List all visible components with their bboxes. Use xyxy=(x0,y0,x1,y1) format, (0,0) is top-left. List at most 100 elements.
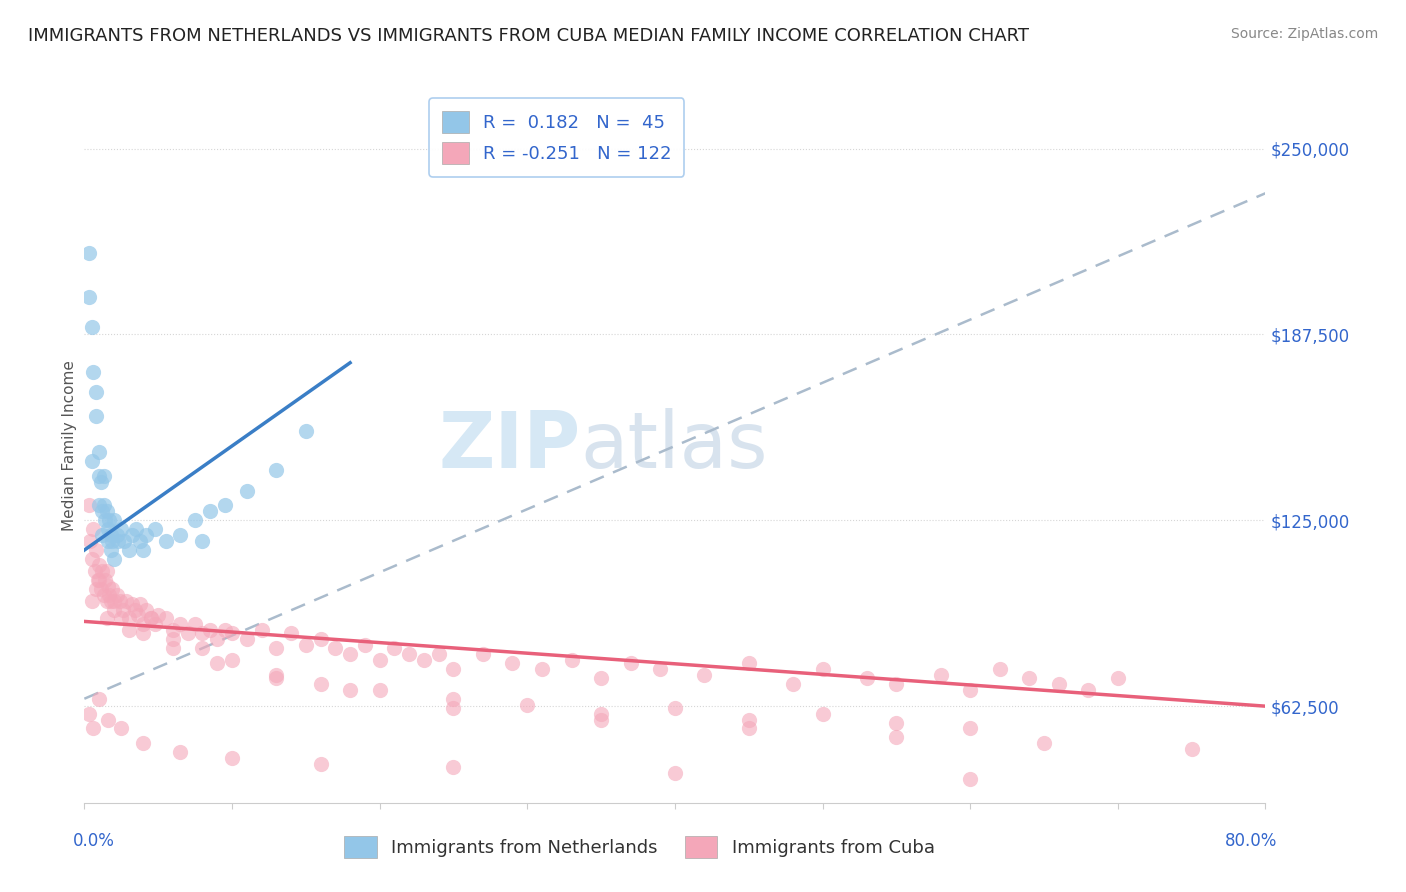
Point xyxy=(443,760,465,774)
Point xyxy=(87,499,111,513)
Point xyxy=(118,611,141,625)
Point xyxy=(221,653,243,667)
Point xyxy=(96,504,118,518)
Point xyxy=(162,632,184,647)
Point xyxy=(295,638,318,652)
Point xyxy=(959,772,981,786)
Point xyxy=(103,593,125,607)
Point xyxy=(84,409,107,424)
Point xyxy=(98,513,121,527)
Point xyxy=(198,624,221,638)
Point xyxy=(191,534,214,549)
Point xyxy=(129,534,152,549)
Point xyxy=(87,573,111,587)
Text: 0.0%: 0.0% xyxy=(73,831,114,849)
Point xyxy=(110,611,132,625)
Point xyxy=(591,713,613,727)
Point xyxy=(811,706,834,721)
Text: atlas: atlas xyxy=(581,408,768,484)
Point xyxy=(309,757,332,772)
Text: 80.0%: 80.0% xyxy=(1225,831,1277,849)
Point xyxy=(103,552,125,566)
Point xyxy=(103,602,125,616)
Point xyxy=(118,624,141,638)
Point xyxy=(782,677,804,691)
Point xyxy=(91,528,114,542)
Point xyxy=(97,579,120,593)
Point xyxy=(221,626,243,640)
Point xyxy=(664,766,686,780)
Point xyxy=(143,617,166,632)
Point xyxy=(207,656,229,670)
Point xyxy=(96,564,118,578)
Point xyxy=(591,671,613,685)
Point xyxy=(84,543,107,558)
Point xyxy=(266,463,288,477)
Point xyxy=(501,656,523,670)
Point xyxy=(591,706,613,721)
Point xyxy=(1107,671,1129,685)
Point xyxy=(132,543,155,558)
Point xyxy=(132,626,155,640)
Point xyxy=(139,611,162,625)
Point xyxy=(250,624,273,638)
Point xyxy=(1181,742,1204,756)
Legend: Immigrants from Netherlands, Immigrants from Cuba: Immigrants from Netherlands, Immigrants … xyxy=(337,829,942,865)
Point xyxy=(959,682,981,697)
Point xyxy=(96,611,118,625)
Point xyxy=(118,543,141,558)
Point xyxy=(100,593,122,607)
Point xyxy=(94,573,117,587)
Point xyxy=(148,608,170,623)
Point xyxy=(368,653,391,667)
Point xyxy=(93,588,115,602)
Point xyxy=(132,617,155,632)
Point xyxy=(79,534,101,549)
Point xyxy=(84,582,107,596)
Point xyxy=(162,624,184,638)
Point xyxy=(443,691,465,706)
Point xyxy=(87,558,111,572)
Point xyxy=(112,534,135,549)
Point xyxy=(339,682,361,697)
Point xyxy=(80,552,103,566)
Y-axis label: Median Family Income: Median Family Income xyxy=(62,360,77,532)
Point xyxy=(139,611,162,625)
Point xyxy=(184,513,207,527)
Point xyxy=(1047,677,1070,691)
Point xyxy=(266,671,288,685)
Point xyxy=(97,713,120,727)
Point xyxy=(198,504,221,518)
Point xyxy=(929,668,952,682)
Point xyxy=(93,468,115,483)
Point xyxy=(91,504,114,518)
Point xyxy=(693,668,716,682)
Point xyxy=(94,513,117,527)
Point xyxy=(214,624,236,638)
Point xyxy=(886,677,908,691)
Point xyxy=(886,715,908,730)
Point xyxy=(87,691,111,706)
Point xyxy=(110,522,132,536)
Point xyxy=(988,662,1011,676)
Point xyxy=(93,499,115,513)
Point xyxy=(96,593,118,607)
Point xyxy=(266,641,288,656)
Point xyxy=(738,722,761,736)
Point xyxy=(100,543,122,558)
Point xyxy=(443,662,465,676)
Point xyxy=(1018,671,1040,685)
Point xyxy=(1077,682,1099,697)
Point xyxy=(108,593,131,607)
Point xyxy=(97,534,120,549)
Point xyxy=(177,626,200,640)
Point xyxy=(114,593,136,607)
Point xyxy=(382,641,406,656)
Point xyxy=(368,682,391,697)
Point xyxy=(620,656,643,670)
Point xyxy=(97,522,120,536)
Point xyxy=(443,700,465,714)
Point xyxy=(135,528,157,542)
Point xyxy=(169,528,191,542)
Point xyxy=(143,522,166,536)
